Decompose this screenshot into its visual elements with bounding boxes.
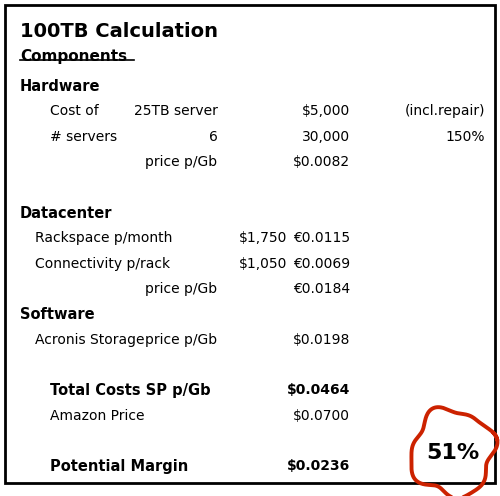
Text: €0.0115: €0.0115	[293, 231, 350, 245]
Text: $0.0082: $0.0082	[293, 155, 350, 169]
Text: €0.0069: €0.0069	[293, 256, 350, 270]
Text: Acronis Storage: Acronis Storage	[35, 333, 144, 347]
Text: $0.0700: $0.0700	[293, 409, 350, 423]
Text: $1,750: $1,750	[239, 231, 288, 245]
Text: Connectivity p/rack: Connectivity p/rack	[35, 256, 170, 270]
Text: price p/Gb: price p/Gb	[146, 155, 218, 169]
Text: Amazon Price: Amazon Price	[50, 409, 144, 423]
Text: Rackspace p/month: Rackspace p/month	[35, 231, 172, 245]
Text: 25TB server: 25TB server	[134, 104, 218, 119]
Text: $0.0464: $0.0464	[286, 383, 350, 397]
Text: 30,000: 30,000	[302, 130, 350, 144]
Text: (incl.repair): (incl.repair)	[404, 104, 485, 119]
Text: 150%: 150%	[446, 130, 485, 144]
Text: Cost of: Cost of	[50, 104, 99, 119]
Text: $5,000: $5,000	[302, 104, 350, 119]
Text: 51%: 51%	[426, 442, 479, 463]
FancyBboxPatch shape	[5, 5, 495, 483]
Text: Components: Components	[20, 49, 127, 64]
Text: Total Costs SP p/Gb: Total Costs SP p/Gb	[50, 383, 210, 398]
Text: 100TB Calculation: 100TB Calculation	[20, 22, 218, 41]
Text: price p/Gb: price p/Gb	[146, 333, 218, 347]
Text: Hardware: Hardware	[20, 79, 100, 94]
Text: $0.0198: $0.0198	[292, 333, 350, 347]
Text: Datacenter: Datacenter	[20, 206, 112, 221]
Text: $1,050: $1,050	[239, 256, 288, 270]
Text: 6: 6	[208, 130, 218, 144]
Text: # servers: # servers	[50, 130, 117, 144]
Text: Software: Software	[20, 307, 94, 322]
Text: $0.0236: $0.0236	[287, 459, 350, 473]
Text: price p/Gb: price p/Gb	[146, 282, 218, 296]
Text: €0.0184: €0.0184	[293, 282, 350, 296]
Text: Potential Margin: Potential Margin	[50, 459, 188, 474]
